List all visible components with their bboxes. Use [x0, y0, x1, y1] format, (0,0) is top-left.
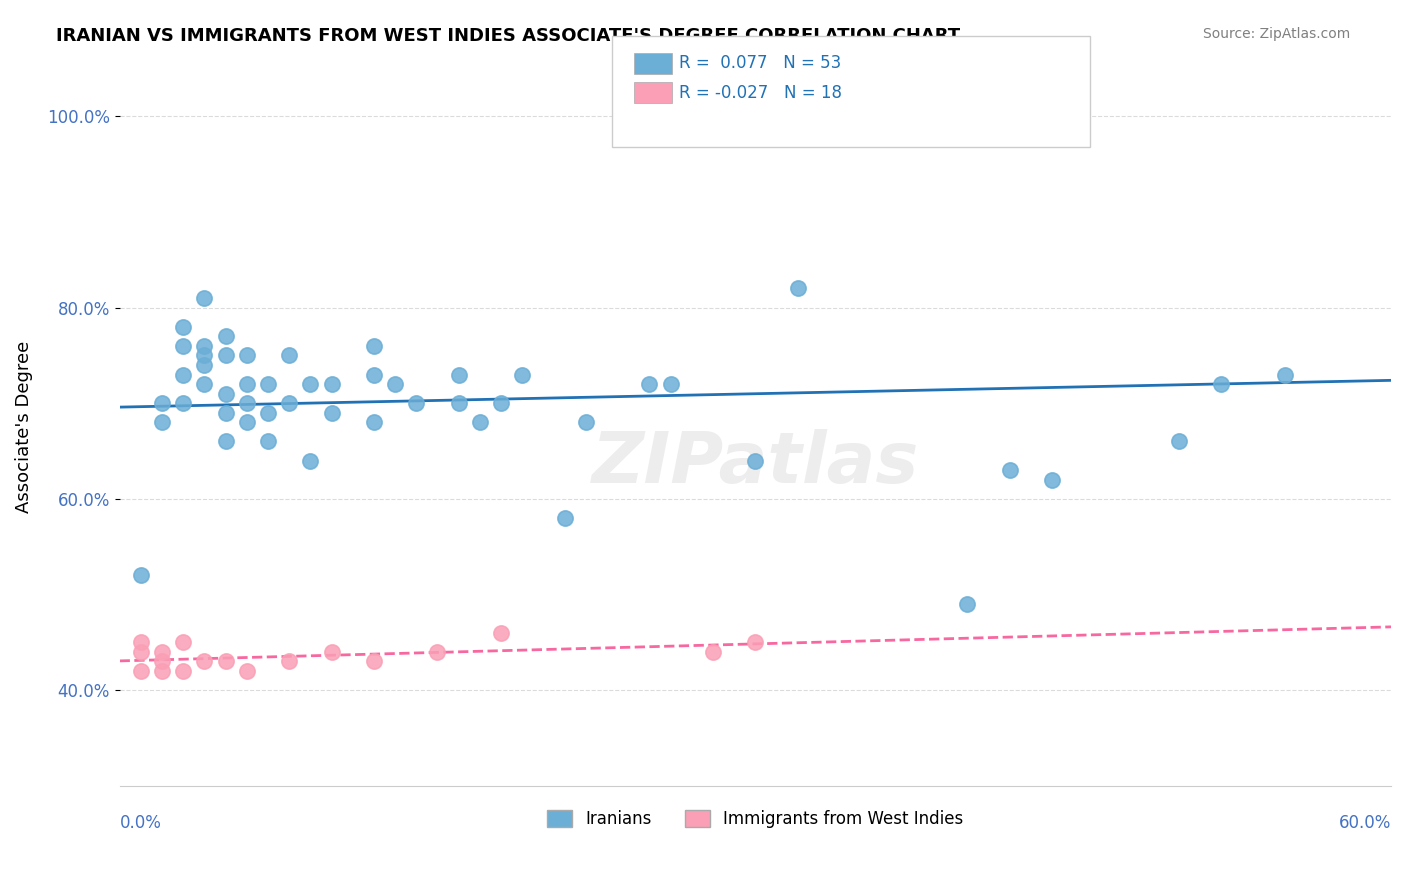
Point [638, 377, 661, 392]
Point [214, 655, 236, 669]
Point [129, 568, 152, 582]
Text: IRANIAN VS IMMIGRANTS FROM WEST INDIES ASSOCIATE'S DEGREE CORRELATION CHART: IRANIAN VS IMMIGRANTS FROM WEST INDIES A… [56, 27, 960, 45]
Point [278, 655, 301, 669]
Text: R =  0.077   N = 53: R = 0.077 N = 53 [679, 54, 841, 72]
Point [447, 396, 470, 410]
Point [659, 377, 682, 392]
Point [235, 348, 257, 362]
Point [129, 635, 152, 649]
Point [489, 625, 512, 640]
Point [321, 645, 343, 659]
Point [150, 664, 173, 678]
Point [363, 655, 385, 669]
Point [1040, 473, 1063, 487]
Point [426, 645, 449, 659]
Point [172, 339, 194, 353]
Point [510, 368, 533, 382]
Point [363, 416, 385, 430]
Text: 60.0%: 60.0% [1339, 814, 1391, 832]
Point [235, 416, 257, 430]
Point [744, 635, 766, 649]
Point [1168, 434, 1191, 449]
Point [257, 434, 280, 449]
Point [150, 416, 173, 430]
Point [363, 339, 385, 353]
Point [193, 339, 215, 353]
Point [744, 453, 766, 467]
Point [150, 645, 173, 659]
Point [575, 416, 598, 430]
Point [129, 664, 152, 678]
Point [214, 329, 236, 343]
Point [129, 645, 152, 659]
Point [786, 281, 808, 295]
Point [278, 348, 301, 362]
Point [554, 511, 576, 525]
Point [193, 655, 215, 669]
Point [956, 597, 979, 611]
Point [405, 396, 427, 410]
Point [257, 406, 280, 420]
Point [489, 396, 512, 410]
Point [193, 358, 215, 372]
Text: 0.0%: 0.0% [120, 814, 162, 832]
Point [172, 319, 194, 334]
Point [257, 377, 280, 392]
Point [363, 368, 385, 382]
Point [214, 434, 236, 449]
Point [299, 377, 322, 392]
Point [1211, 377, 1233, 392]
Point [1274, 368, 1296, 382]
Point [172, 368, 194, 382]
Point [468, 416, 491, 430]
Point [172, 664, 194, 678]
Point [193, 377, 215, 392]
Point [150, 396, 173, 410]
Point [214, 348, 236, 362]
Point [193, 348, 215, 362]
Point [384, 377, 406, 392]
Text: ZIPatlas: ZIPatlas [592, 428, 920, 498]
Text: Source: ZipAtlas.com: Source: ZipAtlas.com [1202, 27, 1350, 41]
Point [998, 463, 1021, 477]
Point [321, 377, 343, 392]
Point [702, 645, 724, 659]
Point [278, 396, 301, 410]
Point [172, 635, 194, 649]
Text: R = -0.027   N = 18: R = -0.027 N = 18 [679, 84, 842, 102]
Point [193, 291, 215, 305]
Point [321, 406, 343, 420]
Point [214, 406, 236, 420]
Point [299, 453, 322, 467]
Y-axis label: Associate's Degree: Associate's Degree [15, 341, 32, 513]
Point [447, 368, 470, 382]
Legend: Iranians, Immigrants from West Indies: Iranians, Immigrants from West Indies [540, 804, 970, 835]
Point [235, 377, 257, 392]
Point [235, 396, 257, 410]
Point [172, 396, 194, 410]
Point [214, 386, 236, 401]
Point [150, 655, 173, 669]
Point [235, 664, 257, 678]
